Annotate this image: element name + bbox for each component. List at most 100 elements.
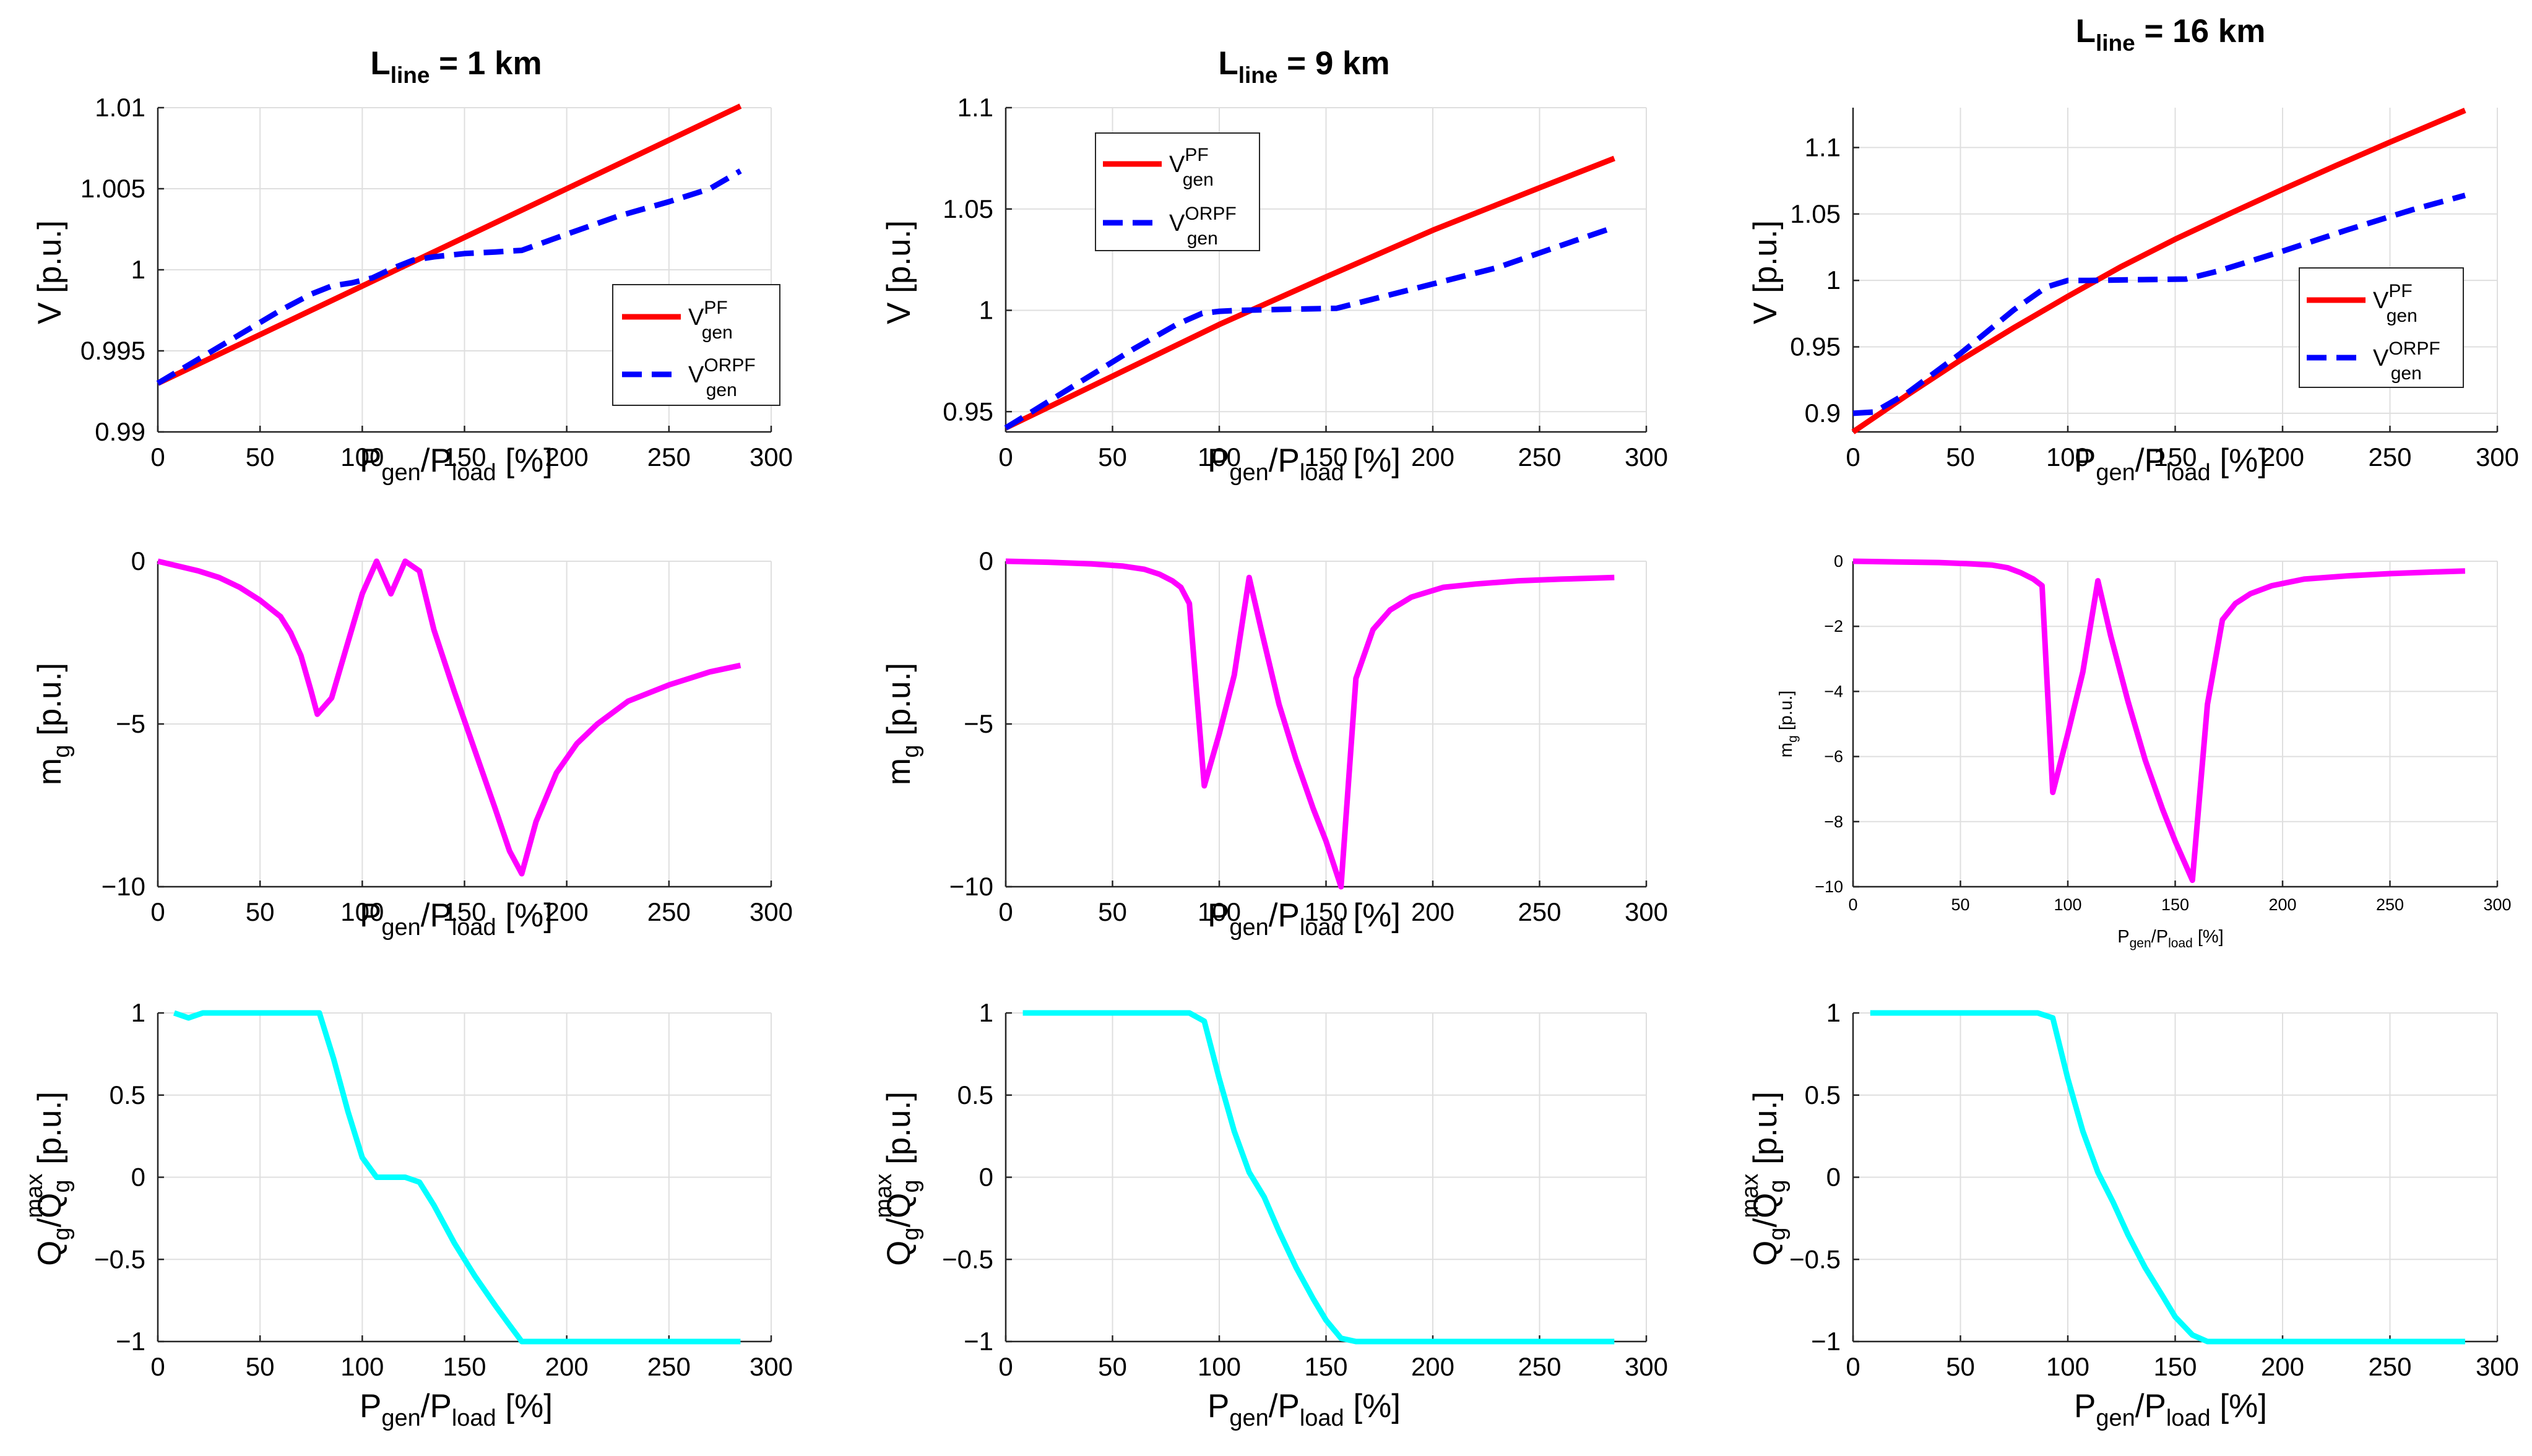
ylabel-q-9km: Qg/Qgmax [p.u.] (871, 1092, 924, 1266)
x-tick-label: 100 (1198, 442, 1241, 472)
y-tick-label: −10 (102, 872, 145, 901)
x-tick-label: 0 (998, 897, 1013, 926)
y-tick-label: 1.1 (957, 93, 993, 122)
x-tick-label: 300 (2476, 1352, 2519, 1381)
x-tick-label: 0 (150, 1352, 165, 1381)
ylabel-mg-9km: mg [p.u.] (881, 663, 924, 785)
legend-box (1095, 132, 1260, 251)
y-tick-label: 1 (979, 998, 993, 1027)
axes-q-16km: 0 50 100 150 200 250 300 −1 −0.5 0 0.5 1 (1789, 998, 2519, 1381)
series-line-q-g-q-g-max (1022, 1010, 1615, 1345)
legend-v-16km: VPF gen VORPF gen (2299, 267, 2464, 388)
xlabel-v-9km: Pgen/Pload [%] (1208, 442, 1401, 486)
x-tick-label: 200 (2268, 895, 2296, 914)
legend-v-1km: VPF gen VORPF gen (612, 284, 780, 406)
series-line-m-g (1005, 558, 1615, 890)
axes-q-1km: 0 50 100 150 200 250 300 −1 −0.5 0 0.5 1 (94, 998, 793, 1381)
x-tick-label: 0 (998, 442, 1013, 472)
y-tick-label: 0 (1826, 1163, 1841, 1192)
xlabel-mg-1km: Pgen/Pload [%] (360, 897, 553, 941)
legend-label-pf: VPF gen (2373, 281, 2417, 326)
xlabel-q-9km: Pgen/Pload [%] (1208, 1388, 1401, 1431)
title-9km: Lline = 9 km (1218, 45, 1389, 88)
xlabel-mg-9km: Pgen/Pload [%] (1208, 897, 1401, 941)
x-tick-label: 150 (2161, 895, 2189, 914)
x-tick-label: 50 (1098, 1352, 1127, 1381)
x-tick-label: 200 (1411, 442, 1454, 472)
x-tick-label: 250 (2368, 1352, 2411, 1381)
y-tick-label: 1.1 (1805, 132, 1841, 162)
x-tick-label: 150 (2153, 1352, 2197, 1381)
x-tick-label: 150 (1304, 897, 1347, 926)
x-tick-label: 250 (2368, 442, 2411, 472)
x-tick-label: 150 (443, 1352, 486, 1381)
x-tick-label: 100 (2046, 1352, 2089, 1381)
ylabel-q-1km: Qg/Qgmax [p.u.] (22, 1092, 75, 1266)
y-tick-label: 1.05 (1790, 199, 1841, 228)
x-tick-label: 250 (1518, 442, 1561, 472)
y-tick-label: 1 (1826, 998, 1841, 1027)
x-tick-label: 250 (1518, 897, 1561, 926)
x-tick-label: 300 (750, 442, 793, 472)
series-line-m-g (157, 558, 741, 877)
x-tick-label: 50 (1951, 895, 1969, 914)
series-line-m-g (1852, 558, 2466, 883)
x-tick-label: 50 (246, 442, 275, 472)
legend-label-orpf: VORPF gen (688, 355, 756, 400)
x-tick-label: 50 (246, 1352, 275, 1381)
legend-v-9km: VPF gen VORPF gen (1095, 132, 1260, 251)
y-tick-label: 1 (1826, 265, 1841, 295)
series-line-v-gen-pf (1851, 108, 2466, 434)
legend-box (612, 284, 780, 406)
axes-voltage-16km: 0 50 100 150 200 250 300 0.9 0.95 1 1.05 1.1 (1790, 108, 2519, 472)
xlabel-v-16km: Pgen/Pload [%] (2074, 442, 2267, 486)
x-tick-label: 0 (1846, 442, 1860, 472)
title-16km: Lline = 16 km (2076, 13, 2266, 56)
y-tick-label: −1 (116, 1327, 145, 1356)
legend-label-orpf: VORPF gen (2373, 338, 2440, 384)
series-line-q-g-q-g-max (1870, 1010, 2465, 1345)
x-tick-label: 200 (545, 442, 589, 472)
x-tick-label: 300 (1625, 897, 1668, 926)
y-tick-label: 0 (131, 546, 145, 575)
legend-label-pf: VPF gen (1169, 145, 1214, 190)
x-tick-label: 250 (647, 1352, 691, 1381)
y-tick-label: 0.99 (95, 417, 145, 446)
y-tick-label: 0 (1834, 552, 1843, 571)
x-tick-label: 150 (443, 897, 486, 926)
x-tick-label: 250 (2376, 895, 2404, 914)
series-line-v-gen-orpf (156, 168, 742, 386)
ylabel-v-9km: V [p.u.] (881, 220, 917, 324)
y-tick-label: 0.5 (1805, 1080, 1841, 1109)
x-tick-label: 200 (1411, 1352, 1454, 1381)
x-tick-label: 250 (1518, 1352, 1561, 1381)
series-line-v-gen-orpf (1852, 192, 2466, 416)
x-tick-label: 50 (246, 897, 275, 926)
y-tick-label: −4 (1824, 682, 1843, 700)
y-tick-label: −1 (1811, 1327, 1841, 1356)
y-tick-label: −1 (964, 1327, 993, 1356)
series-line-v-gen-pf (157, 103, 742, 386)
x-tick-label: 300 (1625, 1352, 1668, 1381)
ylabel-mg-1km: mg [p.u.] (32, 663, 75, 785)
x-tick-label: 100 (1198, 1352, 1241, 1381)
y-tick-label: 0 (979, 1163, 993, 1192)
y-tick-label: −0.5 (1789, 1244, 1841, 1273)
x-tick-label: 150 (1304, 442, 1347, 472)
y-tick-label: 0.95 (943, 397, 993, 426)
x-tick-label: 50 (1946, 1352, 1975, 1381)
x-tick-label: 100 (340, 897, 384, 926)
x-tick-label: 250 (647, 442, 691, 472)
ylabel-v-1km: V [p.u.] (32, 220, 68, 324)
ylabel-mg-16km: mg [p.u.] (1776, 691, 1800, 757)
x-tick-label: 50 (1098, 442, 1127, 472)
x-tick-label: 200 (545, 1352, 589, 1381)
y-tick-label: 0.5 (110, 1080, 145, 1109)
y-tick-label: −10 (949, 872, 993, 901)
x-tick-label: 150 (443, 442, 486, 472)
y-tick-label: 0.95 (1790, 332, 1841, 361)
series-line-v-gen-pf (1005, 155, 1615, 431)
title-1km: Lline = 1 km (370, 45, 542, 88)
